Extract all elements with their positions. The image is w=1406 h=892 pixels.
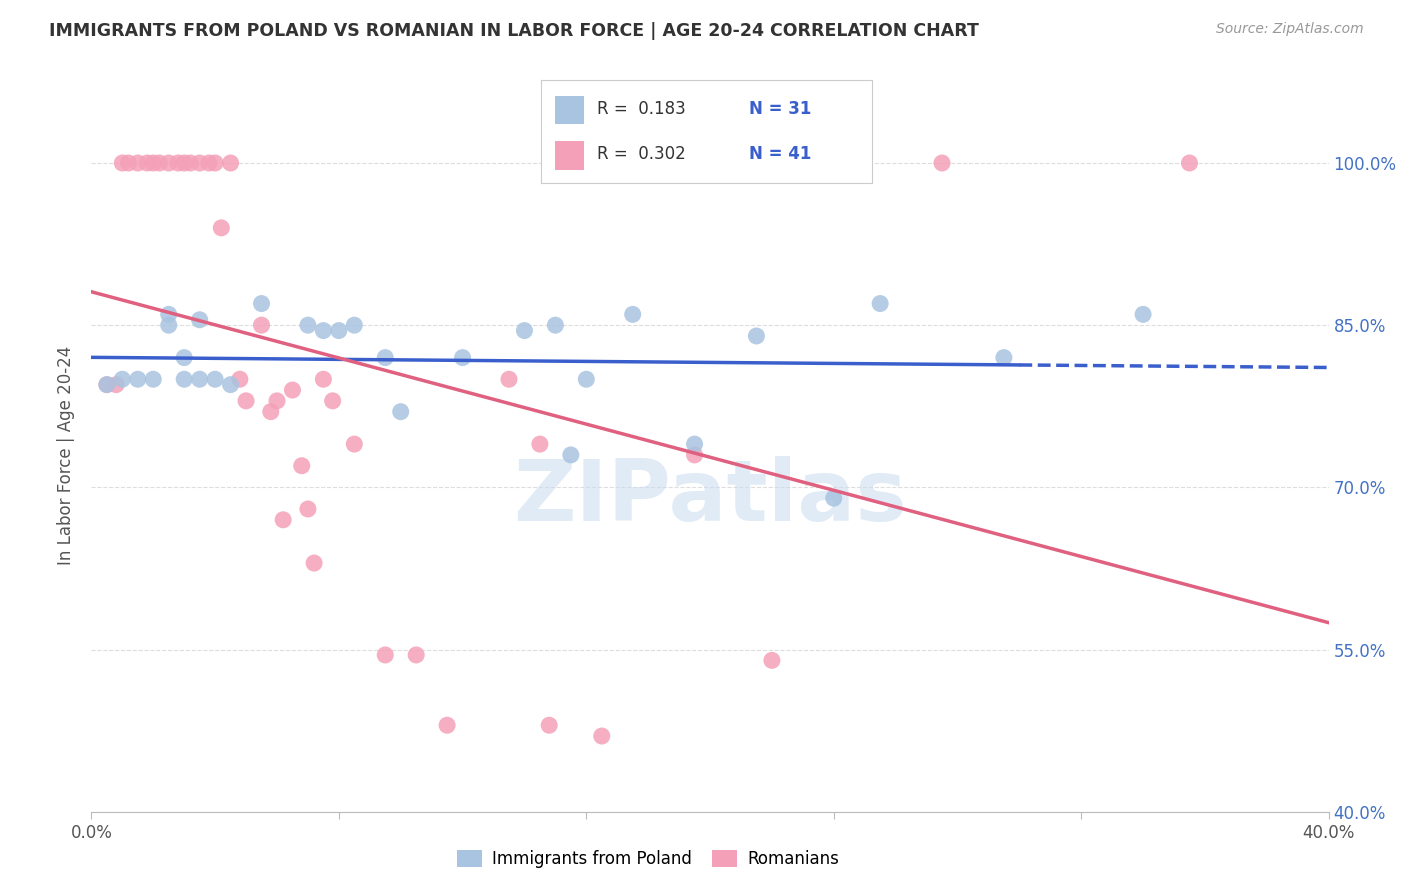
Point (260, 405, 283, 419)
Point (229, 372, 252, 386)
Point (173, 156, 195, 170)
Point (157, 307, 180, 321)
Point (312, 324, 335, 338)
Point (157, 318, 180, 333)
Point (436, 718, 458, 732)
Point (96, 377, 118, 392)
Point (157, 156, 180, 170)
Point (179, 156, 201, 170)
Point (142, 372, 165, 386)
Point (204, 372, 226, 386)
Point (513, 324, 536, 338)
Point (538, 718, 561, 732)
Point (931, 156, 953, 170)
Point (111, 372, 134, 386)
Point (374, 648, 396, 662)
Text: IMMIGRANTS FROM POLAND VS ROMANIAN IN LABOR FORCE | AGE 20-24 CORRELATION CHART: IMMIGRANTS FROM POLAND VS ROMANIAN IN LA… (49, 22, 979, 40)
Point (560, 448, 582, 462)
Point (105, 377, 128, 392)
Point (188, 312, 211, 326)
Text: N = 31: N = 31 (749, 100, 811, 118)
Point (405, 648, 427, 662)
Point (302, 556, 325, 570)
Point (167, 156, 190, 170)
Point (343, 318, 366, 333)
Point (529, 437, 551, 451)
Point (544, 318, 567, 333)
Point (291, 458, 314, 473)
Point (297, 318, 319, 333)
Bar (554, 95, 585, 124)
Point (1132, 307, 1154, 321)
Point (235, 393, 257, 408)
Point (312, 372, 335, 386)
Point (250, 296, 273, 310)
Text: Source: ZipAtlas.com: Source: ZipAtlas.com (1216, 22, 1364, 37)
Point (127, 156, 149, 170)
Point (173, 351, 195, 365)
Point (188, 156, 211, 170)
Point (198, 156, 221, 170)
Point (498, 372, 520, 386)
Point (343, 437, 366, 451)
Text: N = 41: N = 41 (749, 145, 811, 163)
Point (271, 513, 294, 527)
Legend: Immigrants from Poland, Romanians: Immigrants from Poland, Romanians (451, 843, 845, 875)
Point (117, 156, 139, 170)
Point (683, 437, 706, 451)
Point (111, 156, 134, 170)
Point (621, 307, 644, 321)
Point (297, 502, 319, 516)
Point (250, 318, 273, 333)
Point (683, 448, 706, 462)
Point (209, 220, 232, 235)
Point (188, 372, 211, 386)
Point (127, 372, 149, 386)
Bar (554, 141, 585, 169)
Point (148, 156, 170, 170)
Point (142, 156, 165, 170)
Point (266, 393, 288, 408)
Point (136, 156, 159, 170)
Point (328, 324, 350, 338)
Point (993, 351, 1015, 365)
Point (173, 372, 195, 386)
Point (451, 351, 474, 365)
Point (591, 729, 613, 743)
Point (204, 156, 226, 170)
Point (281, 383, 304, 397)
Y-axis label: In Labor Force | Age 20-24: In Labor Force | Age 20-24 (58, 345, 76, 565)
Point (322, 393, 344, 408)
Point (869, 296, 891, 310)
Text: ZIPatlas: ZIPatlas (513, 456, 907, 540)
Point (575, 372, 598, 386)
Point (745, 329, 768, 343)
Point (761, 653, 783, 667)
Point (219, 377, 242, 392)
Text: R =  0.302: R = 0.302 (598, 145, 686, 163)
Point (219, 156, 242, 170)
Point (96, 377, 118, 392)
Text: R =  0.183: R = 0.183 (598, 100, 686, 118)
Point (374, 351, 396, 365)
Point (389, 405, 412, 419)
Point (1178, 156, 1201, 170)
Point (823, 491, 845, 505)
